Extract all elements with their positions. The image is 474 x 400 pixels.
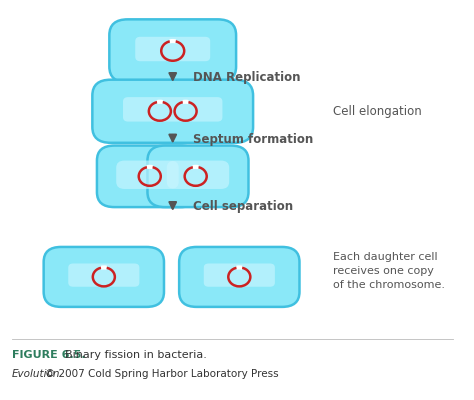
Text: Each daughter cell
receives one copy
of the chromosome.: Each daughter cell receives one copy of … <box>334 252 446 290</box>
FancyBboxPatch shape <box>147 146 248 207</box>
Text: Binary fission in bacteria.: Binary fission in bacteria. <box>65 350 207 360</box>
Text: Cell separation: Cell separation <box>193 200 293 213</box>
Text: © 2007 Cold Spring Harbor Laboratory Press: © 2007 Cold Spring Harbor Laboratory Pre… <box>45 369 279 379</box>
FancyBboxPatch shape <box>97 146 198 207</box>
Text: Evolution: Evolution <box>12 369 61 379</box>
FancyBboxPatch shape <box>179 247 300 307</box>
FancyBboxPatch shape <box>135 37 210 61</box>
FancyBboxPatch shape <box>204 264 275 287</box>
FancyBboxPatch shape <box>109 19 236 82</box>
FancyBboxPatch shape <box>116 160 179 189</box>
Text: Cell elongation: Cell elongation <box>334 105 422 118</box>
Text: FIGURE 6.5.: FIGURE 6.5. <box>12 350 86 360</box>
Text: DNA Replication: DNA Replication <box>193 71 301 84</box>
FancyBboxPatch shape <box>167 160 229 189</box>
Text: Septum formation: Septum formation <box>193 133 314 146</box>
FancyBboxPatch shape <box>68 264 139 287</box>
FancyBboxPatch shape <box>123 97 222 122</box>
FancyBboxPatch shape <box>44 247 164 307</box>
FancyBboxPatch shape <box>92 80 253 143</box>
